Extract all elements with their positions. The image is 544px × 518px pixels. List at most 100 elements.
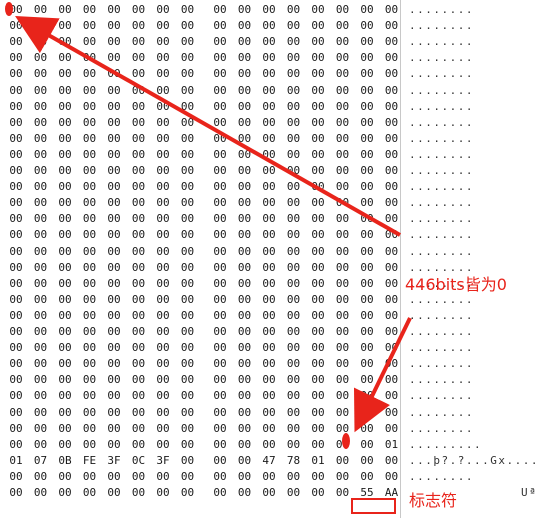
hex-byte[interactable]: 00 xyxy=(262,244,276,258)
hex-byte[interactable]: 00 xyxy=(335,389,350,403)
hex-row[interactable]: 00 00 00 00 00 00 00 00 00 00 00 00 00 00 00 00 xyxy=(0,227,400,243)
hex-byte[interactable]: 00 xyxy=(286,51,301,65)
hex-byte[interactable]: 00 xyxy=(262,260,276,274)
hex-byte[interactable]: 00 xyxy=(82,19,97,33)
hex-byte[interactable]: 00 xyxy=(82,373,97,387)
hex-byte[interactable]: 00 xyxy=(237,35,252,49)
hex-byte[interactable]: 00 xyxy=(107,99,121,113)
ascii-row[interactable]: ........ xyxy=(409,260,474,274)
hex-row[interactable]: 00 00 00 00 00 00 00 00 00 00 00 00 00 00 00 00 xyxy=(0,244,400,260)
hex-byte[interactable]: 00 xyxy=(384,99,399,113)
hex-byte[interactable]: 00 xyxy=(213,292,227,306)
hex-row[interactable]: 00 00 00 00 00 00 00 00 00 00 00 00 00 00 00 00 xyxy=(0,324,400,340)
hex-byte[interactable]: 00 xyxy=(107,341,121,355)
hex-row[interactable]: 00 00 00 00 00 00 00 00 00 00 00 00 00 00 00 00 xyxy=(0,405,400,421)
hex-row[interactable]: 00 00 00 00 00 00 00 00 00 00 00 00 00 00 00 00 xyxy=(0,83,400,99)
hex-byte[interactable]: 00 xyxy=(384,147,399,161)
hex-byte[interactable]: 00 xyxy=(311,196,325,210)
hex-byte[interactable]: 00 xyxy=(360,35,374,49)
hex-byte[interactable]: 00 xyxy=(335,51,350,65)
hex-byte[interactable]: 00 xyxy=(237,437,252,451)
hex-byte[interactable]: 00 xyxy=(9,486,23,499)
hex-byte[interactable]: 00 xyxy=(33,83,48,97)
hex-byte[interactable]: 00 xyxy=(9,131,23,145)
hex-byte[interactable]: 00 xyxy=(286,164,301,177)
ascii-row[interactable]: ........ xyxy=(409,212,474,226)
hex-byte[interactable]: 00 xyxy=(180,35,195,49)
hex-byte[interactable]: 00 xyxy=(311,308,325,322)
hex-byte[interactable]: 00 xyxy=(213,3,227,16)
hex-byte[interactable]: 00 xyxy=(180,341,195,355)
hex-byte[interactable]: 00 xyxy=(262,131,276,145)
hex-byte[interactable]: 00 xyxy=(107,35,121,49)
hex-byte[interactable]: 00 xyxy=(131,212,146,226)
hex-byte[interactable]: 00 xyxy=(131,164,146,177)
hex-byte[interactable]: 00 xyxy=(156,389,170,403)
hex-byte[interactable]: 00 xyxy=(311,325,325,338)
hex-byte[interactable]: 00 xyxy=(180,99,195,113)
hex-byte[interactable]: 00 xyxy=(286,405,301,419)
hex-byte[interactable]: 00 xyxy=(360,325,374,338)
hex-byte[interactable]: 00 xyxy=(9,196,23,210)
hex-byte[interactable]: 00 xyxy=(9,357,23,371)
hex-byte[interactable]: 00 xyxy=(286,244,301,258)
hex-byte[interactable]: 00 xyxy=(311,164,325,177)
hex-byte[interactable]: 00 xyxy=(360,469,374,483)
hex-byte[interactable]: 00 xyxy=(286,180,301,194)
hex-byte[interactable]: 00 xyxy=(213,67,227,81)
hex-byte[interactable]: 00 xyxy=(9,67,23,81)
hex-byte[interactable]: 00 xyxy=(311,228,325,242)
hex-row[interactable]: 00 00 00 00 00 00 00 00 00 00 00 00 00 00 55 AA xyxy=(0,485,400,501)
hex-byte[interactable]: 00 xyxy=(107,131,121,145)
hex-byte[interactable]: 00 xyxy=(335,3,350,16)
hex-byte[interactable]: 00 xyxy=(311,373,325,387)
hex-byte[interactable]: 00 xyxy=(82,131,97,145)
hex-byte[interactable]: 00 xyxy=(107,292,121,306)
hex-byte[interactable]: 00 xyxy=(311,341,325,355)
hex-byte[interactable]: 00 xyxy=(82,357,97,371)
hex-byte[interactable]: 00 xyxy=(82,67,97,81)
hex-byte[interactable]: 01 xyxy=(384,437,399,451)
hex-byte[interactable]: 00 xyxy=(213,276,227,290)
hex-byte[interactable]: 00 xyxy=(107,308,121,322)
hex-byte[interactable]: 00 xyxy=(286,260,301,274)
hex-byte[interactable]: 00 xyxy=(107,276,121,290)
hex-byte[interactable]: 00 xyxy=(360,276,374,290)
hex-byte[interactable]: 00 xyxy=(262,373,276,387)
hex-byte[interactable]: 00 xyxy=(156,180,170,194)
hex-byte[interactable]: 00 xyxy=(9,405,23,419)
hex-byte[interactable]: 00 xyxy=(213,389,227,403)
hex-byte[interactable]: 00 xyxy=(180,373,195,387)
hex-byte[interactable]: 00 xyxy=(82,115,97,129)
hex-byte[interactable]: 00 xyxy=(9,228,23,242)
hex-row[interactable]: 00 00 00 00 00 00 00 00 00 00 00 00 00 00 00 00 xyxy=(0,260,400,276)
hex-byte[interactable]: 00 xyxy=(360,131,374,145)
hex-byte[interactable]: 00 xyxy=(262,67,276,81)
hex-row[interactable]: 00 00 00 00 00 00 00 00 00 00 00 00 00 00 00 00 xyxy=(0,163,400,179)
hex-byte[interactable]: 00 xyxy=(9,260,23,274)
hex-byte[interactable]: 00 xyxy=(58,308,72,322)
hex-byte[interactable]: 00 xyxy=(33,212,48,226)
hex-byte[interactable]: 00 xyxy=(180,469,195,483)
hex-byte[interactable]: 00 xyxy=(9,437,23,451)
ascii-row[interactable]: ........ xyxy=(409,180,474,194)
hex-byte[interactable]: 00 xyxy=(286,19,301,33)
hex-byte[interactable]: 00 xyxy=(58,99,72,113)
hex-byte[interactable]: 00 xyxy=(131,405,146,419)
hex-byte[interactable]: 00 xyxy=(335,228,350,242)
hex-byte[interactable]: 00 xyxy=(311,469,325,483)
hex-byte[interactable]: 00 xyxy=(262,325,276,338)
hex-byte[interactable]: 00 xyxy=(384,51,399,65)
hex-byte[interactable]: 00 xyxy=(262,405,276,419)
hex-byte[interactable]: 00 xyxy=(107,83,121,97)
ascii-row[interactable]: ........ xyxy=(409,469,474,483)
hex-byte[interactable]: 00 xyxy=(107,260,121,274)
hex-byte[interactable]: 00 xyxy=(237,453,252,467)
hex-byte[interactable]: 00 xyxy=(311,486,325,499)
hex-byte[interactable]: 00 xyxy=(262,421,276,435)
hex-byte[interactable]: 3F xyxy=(156,453,170,467)
hex-byte[interactable]: 00 xyxy=(335,405,350,419)
hex-byte[interactable]: 00 xyxy=(9,244,23,258)
hex-row[interactable]: 00 00 00 00 00 00 00 00 00 00 00 00 00 00 00 00 xyxy=(0,308,400,324)
hex-byte[interactable]: 00 xyxy=(286,99,301,113)
